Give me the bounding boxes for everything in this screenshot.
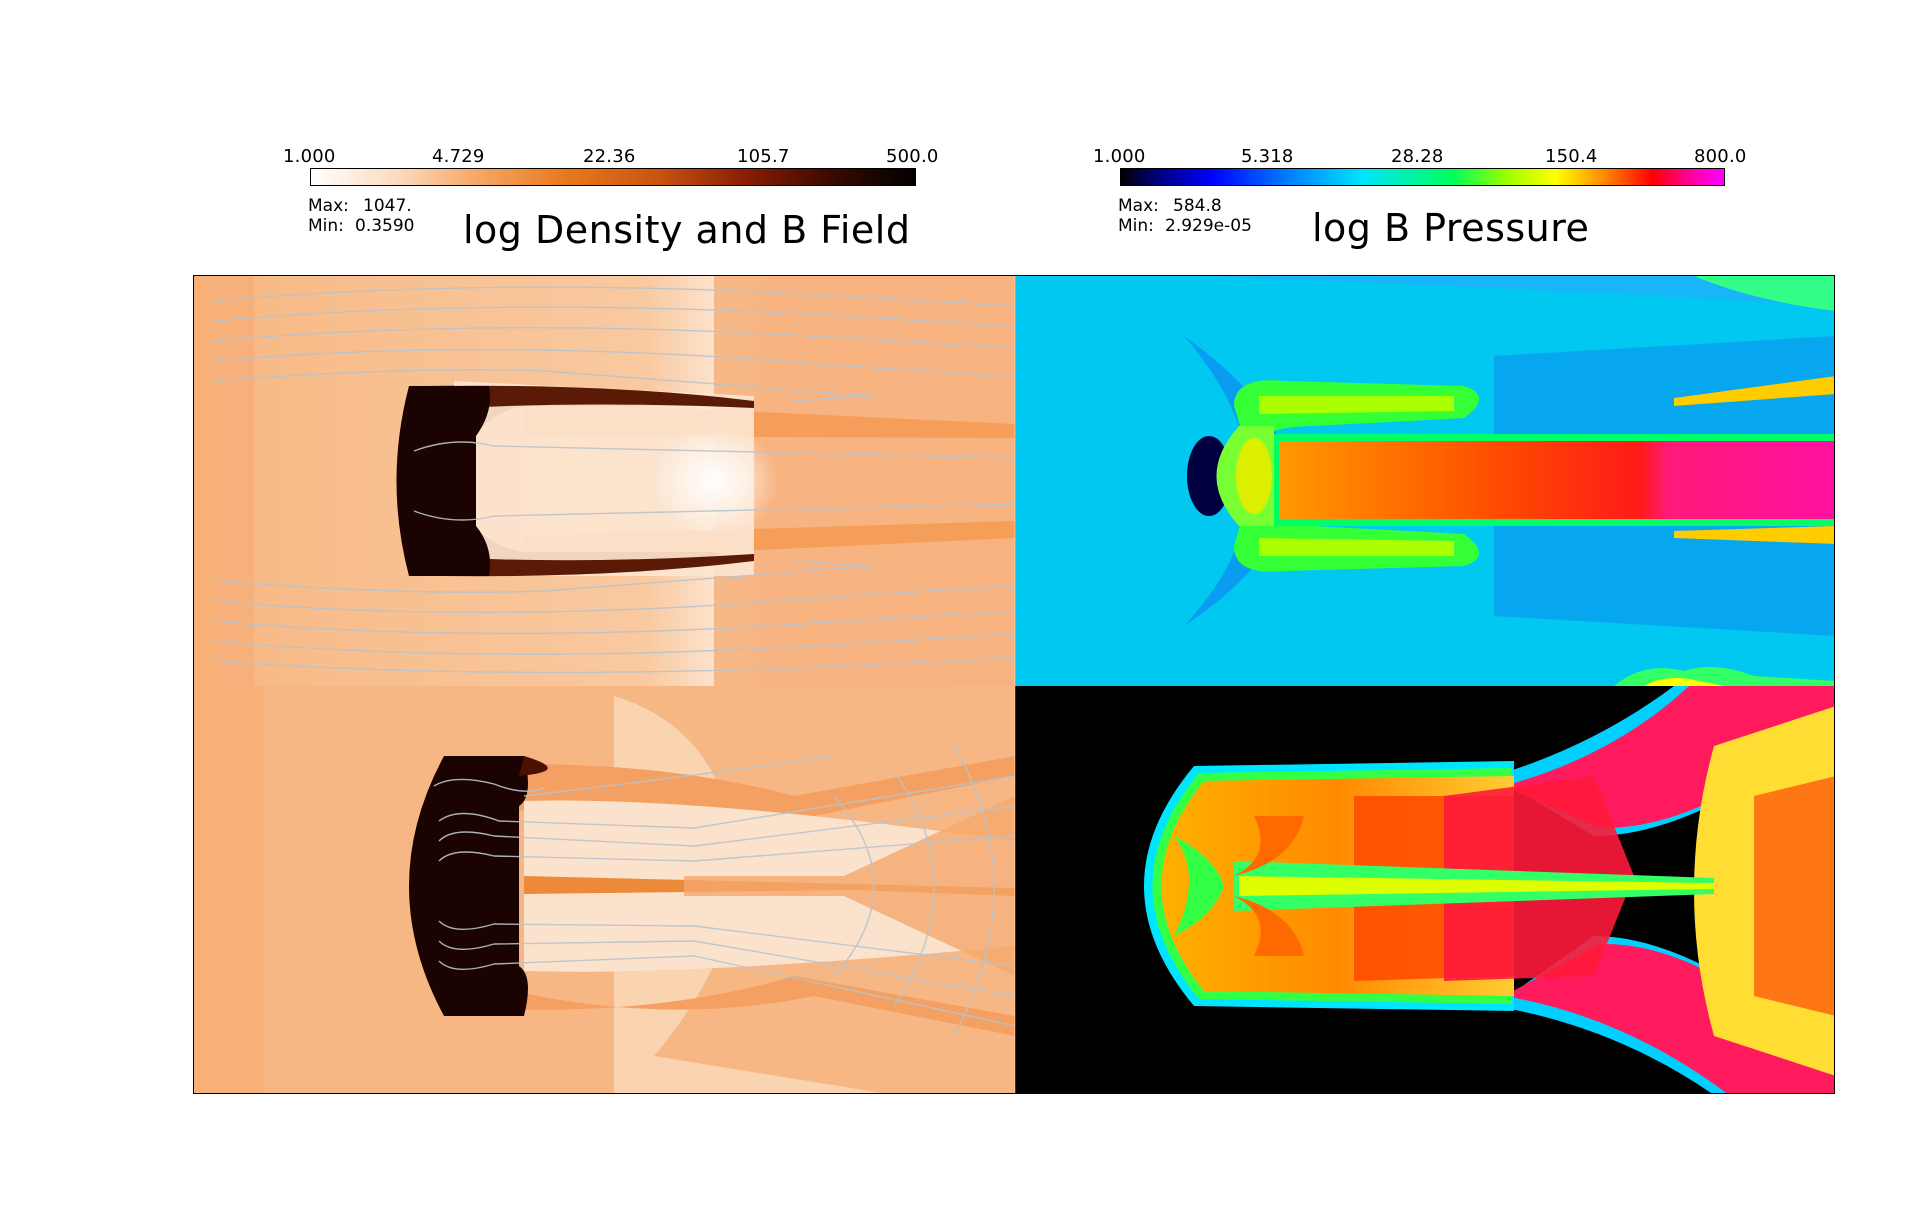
pressure-colorbar-tick-2: 5.318 xyxy=(1241,146,1294,167)
pressure-max-value: 584.8 xyxy=(1173,196,1222,216)
density-colorbar-tick-5: 500.0 xyxy=(886,146,939,167)
density-colorbar-tick-3: 22.36 xyxy=(583,146,636,167)
simulation-frame xyxy=(193,275,1835,1094)
density-panel-bottom xyxy=(194,686,1016,1093)
pressure-min-label: Min: xyxy=(1118,216,1154,236)
density-title: log Density and B Field xyxy=(463,208,911,252)
pressure-colorbar xyxy=(1120,168,1725,186)
pressure-panel-bottom xyxy=(1015,686,1834,1093)
density-colorbar-tick-2: 4.729 xyxy=(432,146,485,167)
pressure-colorbar-tick-3: 28.28 xyxy=(1391,146,1444,167)
density-max-label: Max: xyxy=(308,196,349,216)
density-colorbar-tick-1: 1.000 xyxy=(283,146,336,167)
density-min-value: 0.3590 xyxy=(355,216,415,236)
pressure-colorbar-tick-5: 800.0 xyxy=(1694,146,1747,167)
pressure-colorbar-tick-4: 150.4 xyxy=(1545,146,1598,167)
density-colorbar xyxy=(310,168,916,186)
pressure-min-value: 2.929e-05 xyxy=(1165,216,1252,236)
density-max-value: 1047. xyxy=(363,196,412,216)
density-panel-top xyxy=(194,276,1016,686)
pressure-panel-top xyxy=(1015,276,1834,686)
pressure-title: log B Pressure xyxy=(1312,206,1590,250)
pressure-colorbar-tick-1: 1.000 xyxy=(1093,146,1146,167)
density-colorbar-tick-4: 105.7 xyxy=(737,146,790,167)
pressure-max-label: Max: xyxy=(1118,196,1159,216)
density-min-label: Min: xyxy=(308,216,344,236)
